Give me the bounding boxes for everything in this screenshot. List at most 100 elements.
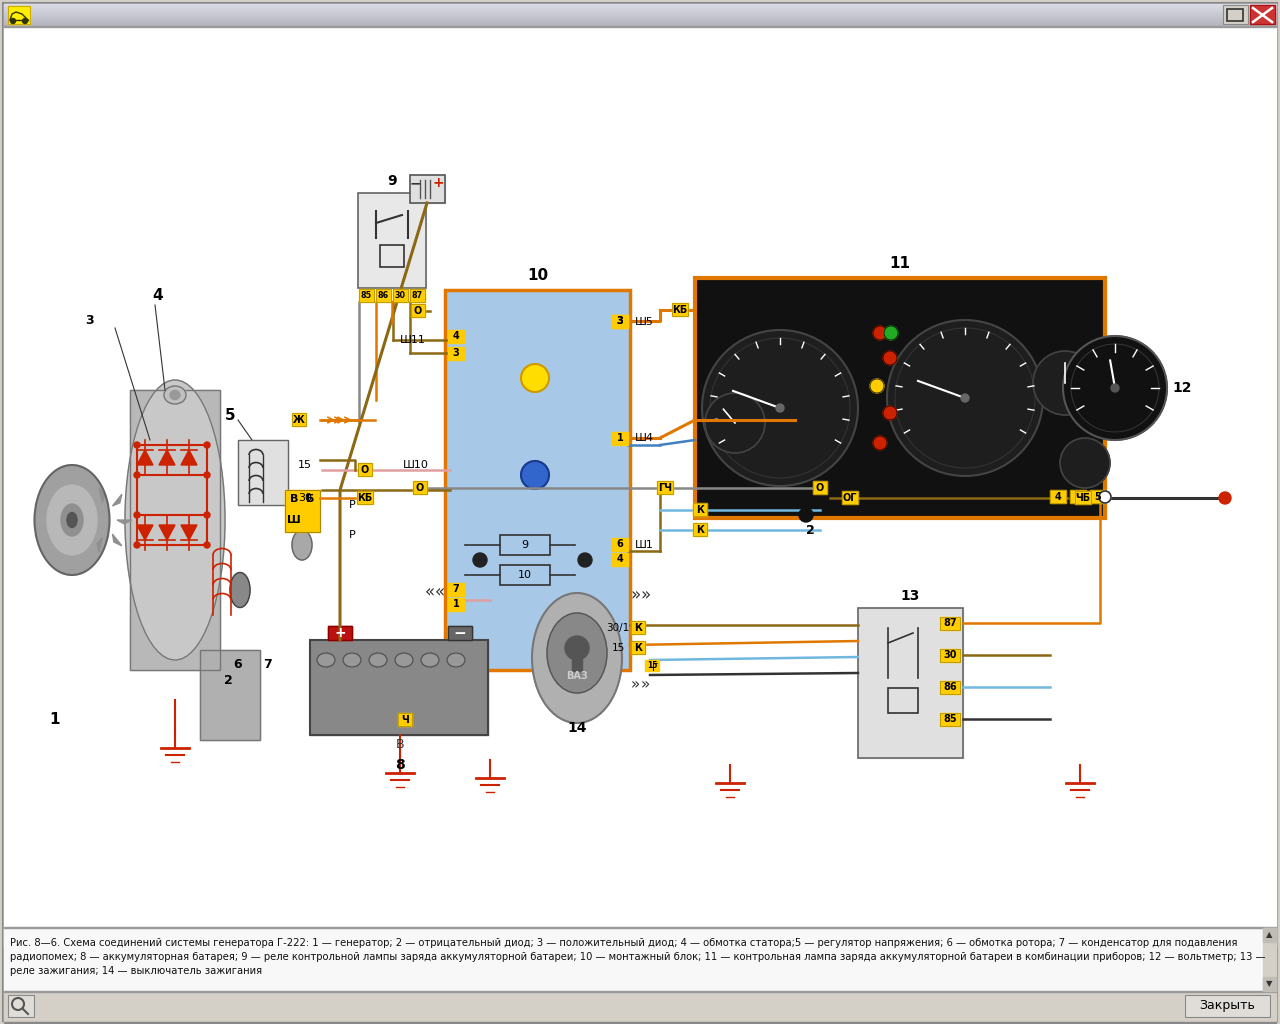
Text: 13: 13: [900, 589, 920, 603]
Bar: [692, 523, 707, 536]
Text: О: О: [815, 483, 824, 493]
Text: ГЧ: ГЧ: [658, 483, 672, 493]
Bar: [645, 660, 659, 671]
Bar: [940, 617, 960, 630]
Bar: [328, 626, 352, 640]
Text: 1: 1: [50, 713, 60, 727]
Polygon shape: [81, 506, 95, 512]
Text: 87: 87: [943, 618, 957, 628]
Bar: [410, 289, 425, 302]
Circle shape: [1060, 438, 1110, 488]
Text: К: К: [634, 643, 643, 653]
Text: «: «: [435, 583, 445, 601]
Bar: [612, 432, 628, 445]
Bar: [393, 289, 408, 302]
Bar: [1091, 490, 1106, 503]
Bar: [631, 621, 645, 634]
Bar: [1070, 490, 1085, 503]
Text: 15: 15: [612, 643, 625, 653]
Circle shape: [10, 18, 15, 24]
Bar: [376, 289, 390, 302]
Bar: [1263, 928, 1276, 942]
Circle shape: [884, 326, 899, 340]
Bar: [631, 641, 645, 654]
Text: 87: 87: [411, 292, 422, 300]
Text: Б: Б: [306, 494, 314, 504]
Bar: [376, 289, 390, 302]
Text: К: К: [696, 525, 704, 535]
Circle shape: [521, 364, 549, 392]
Bar: [1185, 995, 1270, 1017]
Ellipse shape: [67, 512, 77, 527]
Bar: [8, 995, 35, 1017]
Polygon shape: [180, 450, 197, 465]
Text: В: В: [396, 738, 404, 752]
Text: 4: 4: [1055, 492, 1061, 502]
Bar: [8, 6, 29, 24]
Bar: [692, 503, 707, 516]
Text: 1: 1: [617, 433, 623, 443]
Bar: [1185, 995, 1270, 1017]
Text: 1: 1: [453, 599, 460, 609]
Bar: [358, 289, 374, 302]
Text: ЧБ: ЧБ: [1075, 493, 1091, 503]
Bar: [393, 289, 408, 302]
Ellipse shape: [47, 485, 97, 555]
Bar: [672, 303, 689, 316]
Bar: [672, 303, 689, 316]
Bar: [1228, 9, 1243, 22]
Text: Ч: Ч: [401, 715, 408, 725]
Bar: [131, 390, 220, 670]
Ellipse shape: [230, 572, 250, 607]
Bar: [398, 713, 412, 726]
Polygon shape: [159, 450, 175, 465]
Bar: [940, 617, 960, 630]
Text: −: −: [410, 176, 421, 190]
Bar: [131, 390, 220, 670]
Bar: [940, 713, 960, 726]
Text: реле зажигания; 14 — выключатель зажигания: реле зажигания; 14 — выключатель зажиган…: [10, 966, 262, 976]
Bar: [358, 193, 426, 288]
Polygon shape: [180, 525, 197, 540]
Circle shape: [776, 404, 783, 412]
Circle shape: [883, 406, 897, 420]
Text: 3: 3: [617, 316, 623, 326]
Bar: [1091, 490, 1106, 503]
Bar: [1222, 5, 1248, 24]
Ellipse shape: [421, 653, 439, 667]
Bar: [238, 440, 288, 505]
Text: К: К: [634, 623, 643, 633]
Text: Закрыть: Закрыть: [1199, 999, 1254, 1013]
Text: 14: 14: [567, 721, 586, 735]
Text: 5: 5: [225, 408, 236, 423]
Bar: [200, 650, 260, 740]
Text: 6: 6: [617, 539, 623, 549]
Polygon shape: [116, 520, 132, 524]
Text: 30/1: 30/1: [607, 623, 630, 633]
Text: 15: 15: [298, 460, 312, 470]
Ellipse shape: [532, 593, 622, 723]
Text: 3: 3: [86, 313, 95, 327]
Bar: [445, 290, 630, 670]
Bar: [1251, 5, 1275, 24]
Text: 6: 6: [1075, 492, 1082, 502]
Bar: [292, 413, 306, 426]
Text: 3: 3: [617, 316, 623, 326]
Bar: [1070, 490, 1085, 503]
Text: Ш: Ш: [287, 515, 301, 525]
Bar: [1075, 490, 1091, 504]
Bar: [1050, 490, 1066, 503]
Ellipse shape: [396, 653, 413, 667]
Text: 5: 5: [1094, 492, 1101, 502]
Circle shape: [870, 379, 884, 393]
Text: 86: 86: [378, 292, 389, 300]
Text: 85: 85: [361, 292, 371, 300]
Bar: [940, 649, 960, 662]
Bar: [413, 481, 428, 494]
Bar: [200, 650, 260, 740]
Bar: [411, 304, 425, 317]
Polygon shape: [81, 527, 95, 535]
Text: ▲: ▲: [1266, 931, 1272, 939]
Text: Ш4: Ш4: [635, 433, 654, 443]
Text: Рис. 8—6. Схема соединений системы генератора Г-222: 1 — генератор; 2 — отрицате: Рис. 8—6. Схема соединений системы генер…: [10, 938, 1238, 948]
